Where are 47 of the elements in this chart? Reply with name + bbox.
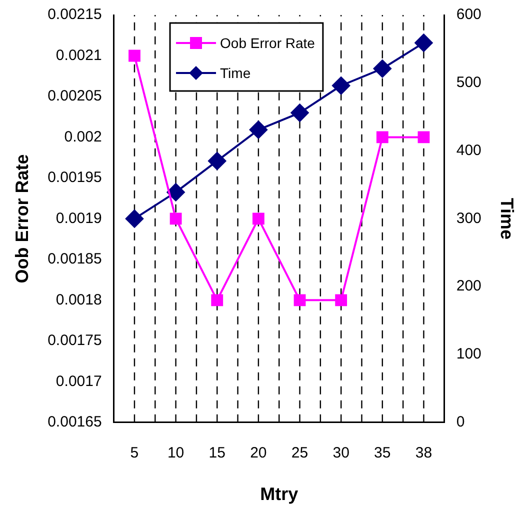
y-tick-label: 0.00195	[48, 169, 102, 186]
y-tick-label: 0.00185	[48, 250, 102, 268]
y2-tick-label: 100	[456, 346, 482, 363]
point	[414, 34, 433, 52]
x-tick-label: 35	[374, 444, 391, 462]
point	[252, 212, 264, 225]
y2-tick-label: 200	[456, 278, 482, 295]
point	[290, 104, 309, 122]
y-tick-label: 0.00205	[48, 88, 102, 105]
legend-label: Oob Error Rate	[220, 34, 316, 51]
point	[125, 210, 144, 228]
x-tick-label: 38	[415, 444, 432, 462]
x-tick-label: 25	[291, 444, 308, 462]
point	[208, 152, 226, 170]
point	[418, 131, 430, 144]
y-axis-title: Oob Error Rate	[12, 154, 32, 284]
point	[335, 294, 348, 306]
point	[128, 50, 140, 62]
y-tick-label: 0.00215	[48, 6, 102, 24]
y2-tick-label: 500	[456, 74, 482, 92]
y2-tick-label: 400	[456, 142, 482, 159]
y-tick-label: 0.00175	[48, 332, 102, 350]
y2-tick-label: 300	[456, 210, 482, 227]
x-axis-title: Mtry	[260, 484, 298, 504]
y2-tick-label: 600	[456, 6, 482, 24]
x-tick-label: 10	[167, 444, 184, 462]
x-tick-label: 20	[250, 444, 267, 462]
point	[170, 212, 182, 225]
y-tick-label: 0.0019	[56, 210, 102, 227]
y2-tick-label: 0	[456, 414, 465, 431]
y-tick-label: 0.0021	[56, 46, 102, 64]
point	[294, 294, 306, 306]
point	[373, 60, 392, 78]
x-tick-label: 30	[332, 444, 350, 462]
point	[249, 120, 268, 139]
y-tick-label: 0.002	[64, 128, 102, 146]
y-tick-label: 0.0018	[56, 291, 102, 308]
point	[211, 294, 224, 306]
y2-axis-title: Time	[497, 198, 518, 240]
point	[332, 76, 350, 95]
y-tick-label: 0.00165	[48, 414, 102, 431]
x-tick-label: 5	[130, 444, 139, 462]
x-tick-label: 15	[208, 444, 226, 462]
point	[166, 183, 185, 202]
legend-label: Time	[220, 64, 251, 81]
y-tick-label: 0.0017	[56, 372, 102, 390]
point	[376, 131, 388, 144]
